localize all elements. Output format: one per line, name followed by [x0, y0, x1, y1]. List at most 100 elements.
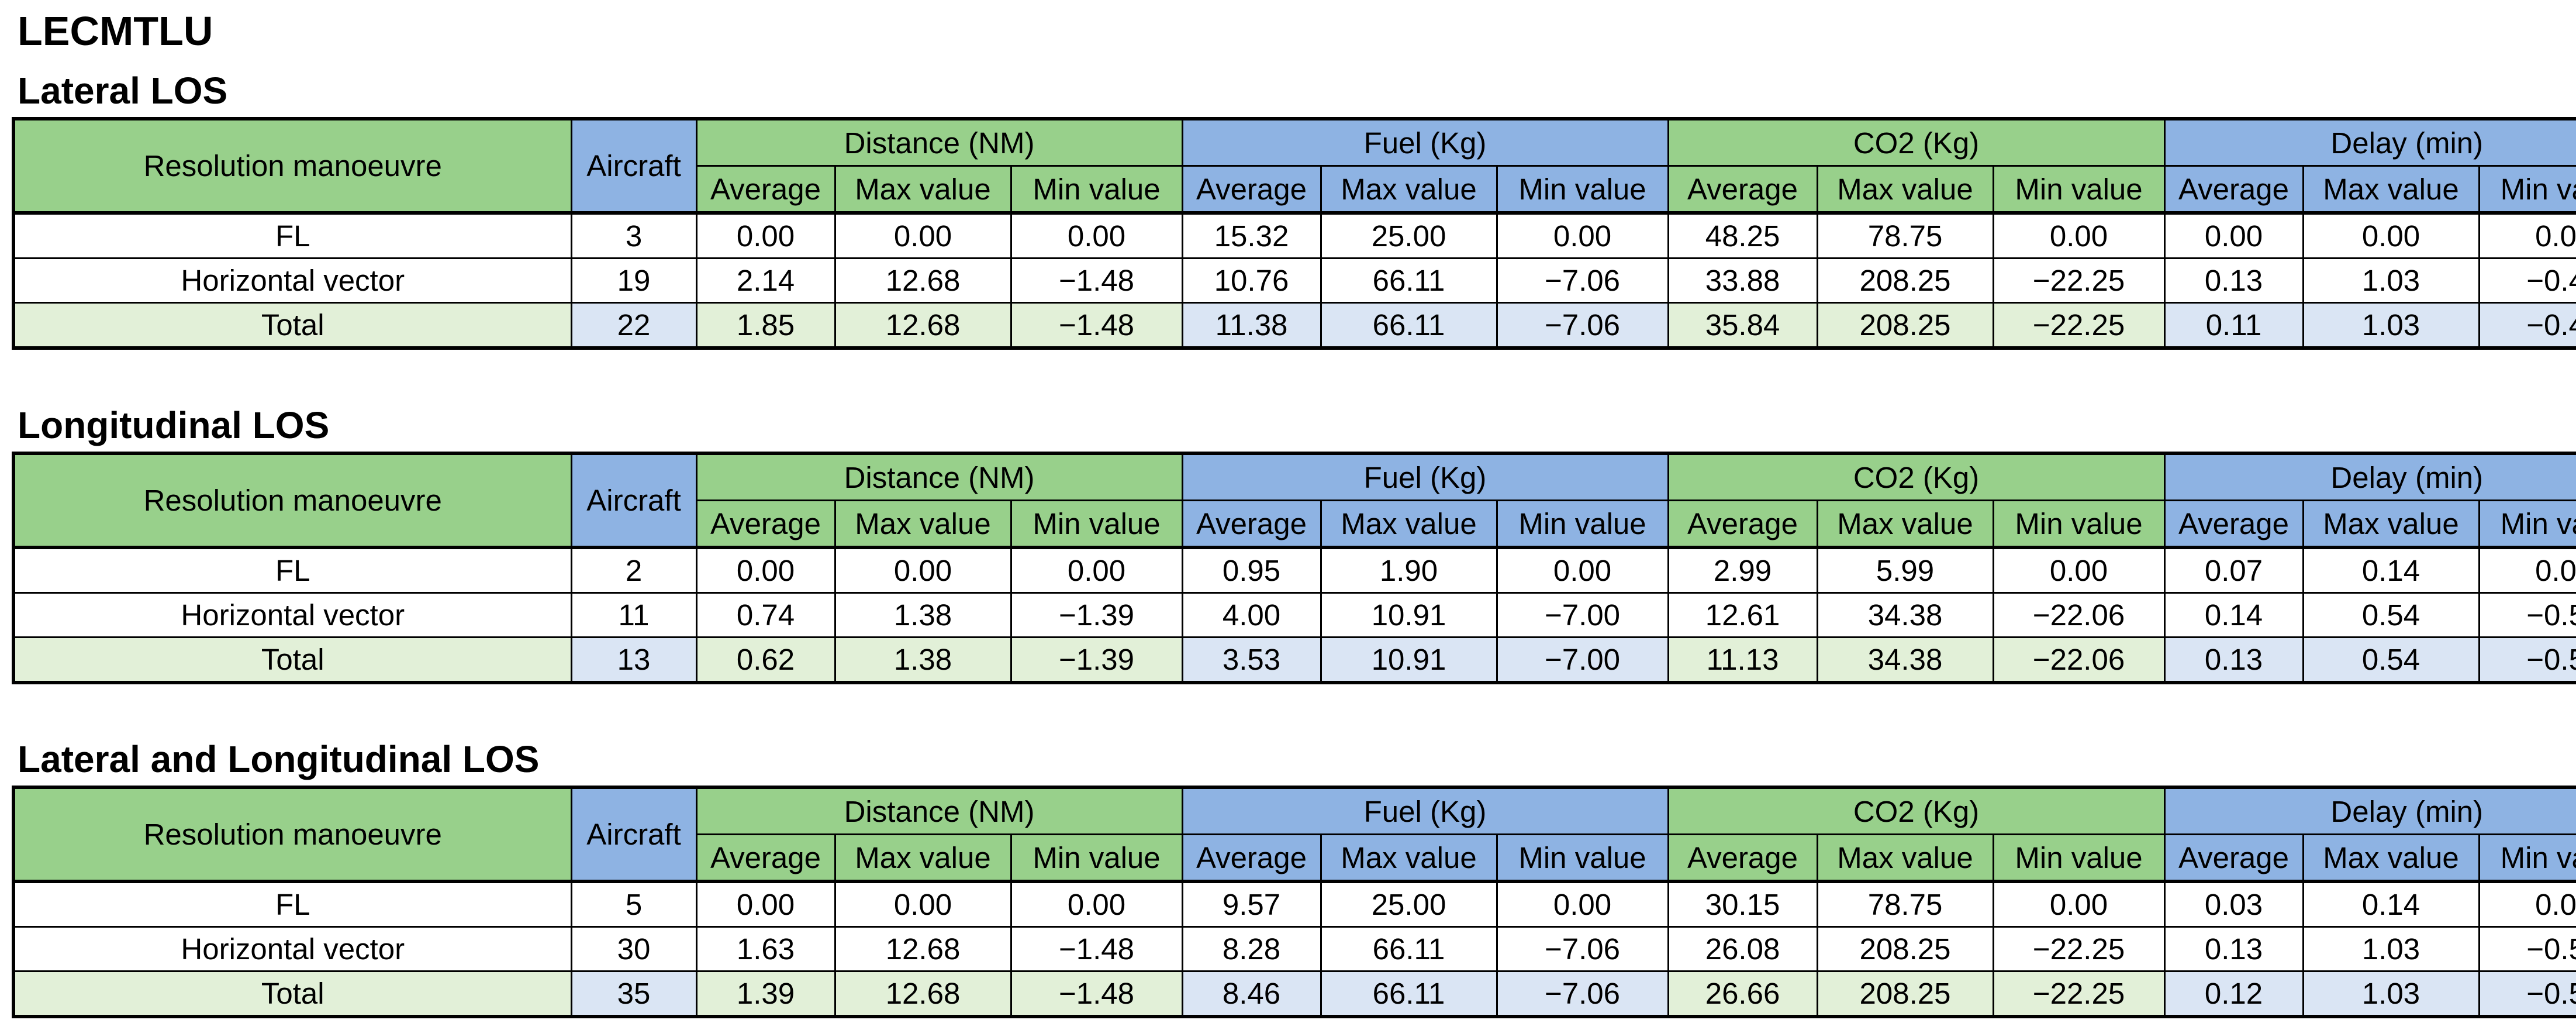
- distance-average-cell: 0.00: [695, 546, 836, 594]
- fuel-average-cell: 9.57: [1181, 880, 1322, 928]
- total-row: Total 35 1.39 12.68 −1.48 8.46 66.11 −7.06 26.66…: [12, 970, 2576, 1018]
- delay-group-header: Delay (min): [2163, 452, 2576, 501]
- co2-max-cell: 208.25: [1816, 926, 1994, 972]
- distance-average-cell: 1.63: [695, 926, 836, 972]
- co2-max-cell: 208.25: [1816, 302, 1994, 349]
- header-row-groups: Resolution manoeuvre Aircraft Distance (NM…: [12, 118, 2576, 214]
- delay-min-cell: −0.55: [2478, 926, 2576, 972]
- distance-average-header: Average: [695, 165, 836, 214]
- distance-max-cell: 12.68: [834, 926, 1012, 972]
- delay-min-header: Min value: [2478, 165, 2576, 214]
- delay-average-cell: 0.13: [2163, 926, 2304, 972]
- fuel-average-cell: 15.32: [1181, 211, 1322, 259]
- table-row: Horizontal vector 19 2.14 12.68 −1.48 10.76 66…: [12, 257, 2576, 304]
- co2-min-header: Min value: [1992, 833, 2166, 883]
- table-row: Horizontal vector 30 1.63 12.68 −1.48 8.28 66.…: [12, 926, 2576, 972]
- distance-average-cell: 0.00: [695, 880, 836, 928]
- fuel-group-header: Fuel (Kg): [1181, 118, 1669, 167]
- fuel-group-header: Fuel (Kg): [1181, 452, 1669, 501]
- delay-average-cell: 0.13: [2163, 257, 2304, 304]
- fuel-max-cell: 25.00: [1320, 880, 1498, 928]
- distance-max-cell: 12.68: [834, 970, 1012, 1018]
- co2-max-cell: 78.75: [1816, 880, 1994, 928]
- co2-average-cell: 26.66: [1667, 970, 1818, 1018]
- distance-min-cell: 0.00: [1010, 880, 1183, 928]
- co2-group-header: CO2 (Kg): [1667, 786, 2166, 835]
- delay-min-cell: 0.00: [2478, 546, 2576, 594]
- distance-min-cell: −1.39: [1010, 592, 1183, 638]
- fuel-max-cell: 1.90: [1320, 546, 1498, 594]
- co2-average-cell: 2.99: [1667, 546, 1818, 594]
- distance-max-header: Max value: [834, 165, 1012, 214]
- co2-min-cell: 0.00: [1992, 880, 2166, 928]
- co2-min-header: Min value: [1992, 165, 2166, 214]
- co2-min-cell: 0.00: [1992, 211, 2166, 259]
- delay-max-cell: 1.03: [2302, 970, 2480, 1018]
- delay-min-cell: −0.55: [2478, 592, 2576, 638]
- aircraft-cell: 5: [570, 880, 697, 928]
- fuel-min-cell: 0.00: [1496, 546, 1669, 594]
- resolution-header: Resolution manoeuvre: [12, 786, 572, 883]
- distance-average-cell: 0.74: [695, 592, 836, 638]
- co2-min-cell: −22.25: [1992, 970, 2166, 1018]
- delay-max-cell: 0.00: [2302, 211, 2480, 259]
- fuel-min-cell: −7.00: [1496, 636, 1669, 684]
- delay-average-cell: 0.13: [2163, 636, 2304, 684]
- distance-min-cell: −1.48: [1010, 257, 1183, 304]
- aircraft-header: Aircraft: [570, 786, 697, 883]
- co2-min-cell: −22.25: [1992, 302, 2166, 349]
- co2-average-header: Average: [1667, 165, 1818, 214]
- distance-min-header: Min value: [1010, 833, 1183, 883]
- fuel-average-cell: 8.28: [1181, 926, 1322, 972]
- fuel-max-cell: 66.11: [1320, 970, 1498, 1018]
- distance-average-cell: 1.39: [695, 970, 836, 1018]
- delay-max-cell: 0.14: [2302, 880, 2480, 928]
- aircraft-cell: 13: [570, 636, 697, 684]
- distance-max-cell: 12.68: [834, 302, 1012, 349]
- delay-average-header: Average: [2163, 500, 2304, 549]
- distance-min-cell: 0.00: [1010, 211, 1183, 259]
- distance-min-header: Min value: [1010, 165, 1183, 214]
- fuel-min-header: Min value: [1496, 165, 1669, 214]
- fuel-max-cell: 66.11: [1320, 302, 1498, 349]
- delay-min-cell: −0.55: [2478, 636, 2576, 684]
- delay-group-header: Delay (min): [2163, 786, 2576, 835]
- co2-min-cell: −22.25: [1992, 926, 2166, 972]
- table-row: FL 5 0.00 0.00 0.00 9.57 25.00 0.00 30.15 78.75 0.…: [12, 880, 2576, 928]
- co2-average-cell: 11.13: [1667, 636, 1818, 684]
- co2-group-header: CO2 (Kg): [1667, 452, 2166, 501]
- delay-average-cell: 0.11: [2163, 302, 2304, 349]
- fuel-max-cell: 66.11: [1320, 257, 1498, 304]
- fuel-min-cell: −7.06: [1496, 302, 1669, 349]
- fuel-max-cell: 25.00: [1320, 211, 1498, 259]
- distance-average-cell: 0.62: [695, 636, 836, 684]
- co2-average-cell: 33.88: [1667, 257, 1818, 304]
- distance-max-cell: 0.00: [834, 211, 1012, 259]
- section-title: Lateral LOS: [18, 70, 228, 112]
- fuel-average-header: Average: [1181, 165, 1322, 214]
- fuel-max-header: Max value: [1320, 165, 1498, 214]
- distance-average-cell: 1.85: [695, 302, 836, 349]
- fuel-min-cell: −7.06: [1496, 926, 1669, 972]
- delay-group-header: Delay (min): [2163, 118, 2576, 167]
- fuel-max-header: Max value: [1320, 500, 1498, 549]
- aircraft-cell: 11: [570, 592, 697, 638]
- fuel-average-cell: 11.38: [1181, 302, 1322, 349]
- row-label: FL: [12, 880, 572, 928]
- header-row-groups: Resolution manoeuvre Aircraft Distance (NM…: [12, 786, 2576, 883]
- fuel-max-cell: 66.11: [1320, 926, 1498, 972]
- row-label: Total: [12, 970, 572, 1018]
- delay-average-cell: 0.14: [2163, 592, 2304, 638]
- delay-max-cell: 1.03: [2302, 926, 2480, 972]
- resolution-header: Resolution manoeuvre: [12, 452, 572, 549]
- delay-average-cell: 0.12: [2163, 970, 2304, 1018]
- co2-max-header: Max value: [1816, 165, 1994, 214]
- co2-min-cell: −22.06: [1992, 636, 2166, 684]
- co2-min-header: Min value: [1992, 500, 2166, 549]
- distance-average-cell: 2.14: [695, 257, 836, 304]
- co2-max-header: Max value: [1816, 500, 1994, 549]
- section-title: Longitudinal LOS: [18, 404, 330, 446]
- distance-average-cell: 0.00: [695, 211, 836, 259]
- delay-min-cell: 0.00: [2478, 211, 2576, 259]
- fuel-min-cell: 0.00: [1496, 880, 1669, 928]
